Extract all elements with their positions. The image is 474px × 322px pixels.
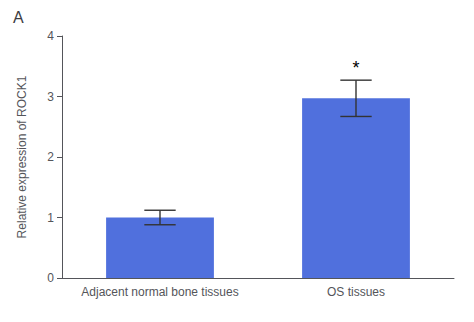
svg-text:A: A [13, 9, 24, 26]
svg-text:0: 0 [47, 271, 54, 285]
svg-text:4: 4 [47, 29, 54, 43]
svg-text:1: 1 [47, 211, 54, 225]
svg-text:2: 2 [47, 150, 54, 164]
svg-text:Relative expression of ROCK1: Relative expression of ROCK1 [15, 75, 29, 238]
svg-text:3: 3 [47, 90, 54, 104]
svg-text:OS tissues: OS tissues [327, 285, 385, 299]
svg-text:Adjacent normal bone tissues: Adjacent normal bone tissues [81, 285, 238, 299]
svg-text:*: * [352, 58, 359, 78]
